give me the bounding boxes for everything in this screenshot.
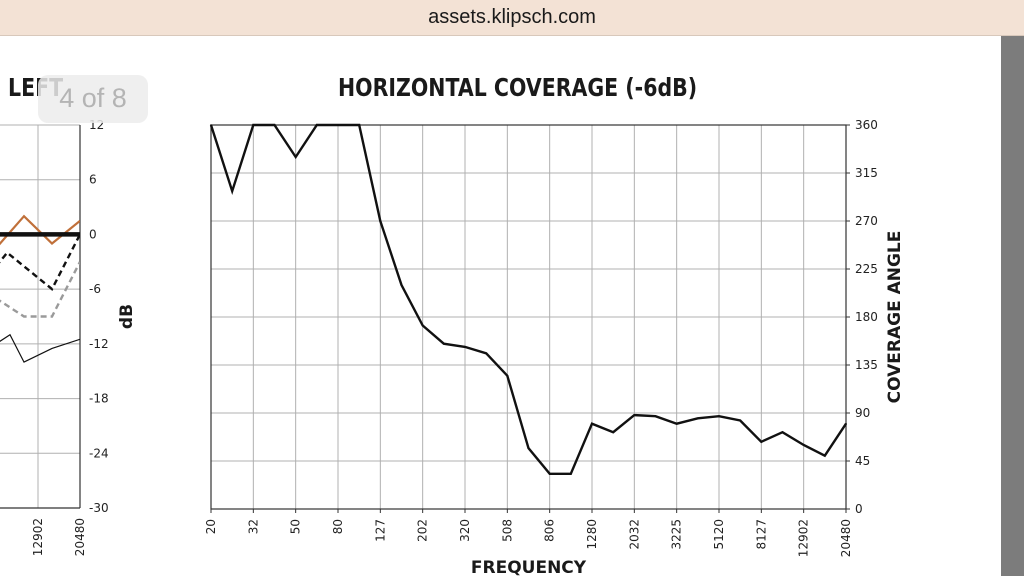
x-axis-title: FREQUENCY [471, 558, 587, 576]
x-tick-label: 12902 [797, 519, 811, 557]
coverage-data-point [760, 441, 763, 443]
coverage-data-point [421, 324, 424, 327]
url-text: assets.klipsch.com [428, 6, 596, 28]
y-axis-title: COVERAGE ANGLE [885, 231, 905, 404]
coverage-data-point [612, 431, 614, 434]
x-tick-label: 1280 [585, 519, 599, 550]
left-series-line-dashed-black [0, 233, 80, 291]
coverage-data-point [781, 431, 784, 434]
coverage-data-point [802, 444, 805, 446]
x-tick-label: 80 [331, 519, 345, 534]
x-tick-label: 202 [416, 519, 430, 542]
coverage-data-point [485, 352, 487, 355]
page-indicator: 4 of 8 [38, 75, 148, 123]
y-tick-label: 180 [855, 310, 878, 324]
left-series-line-dashed-gray [0, 261, 80, 318]
x-tick-label: 2032 [627, 519, 641, 550]
coverage-data-point [231, 190, 233, 192]
coverage-data-point [675, 422, 678, 425]
y-tick-label: 0 [855, 502, 863, 516]
x-tick-label: 32 [246, 519, 260, 534]
x-tick-label: 508 [500, 519, 514, 542]
x-tick-label: 320 [458, 519, 472, 542]
coverage-data-point [337, 124, 339, 126]
coverage-data-point [210, 124, 212, 126]
y-tick-label: 0 [89, 227, 97, 241]
y-tick-label: 270 [855, 214, 878, 228]
coverage-data-point [739, 419, 741, 422]
coverage-data-point [379, 220, 382, 222]
coverage-data-point [570, 473, 572, 475]
coverage-data-point [252, 124, 255, 126]
y-tick-label: 6 [89, 173, 97, 187]
coverage-series-line [209, 123, 848, 475]
x-tick-label: 20480 [839, 519, 853, 557]
y-tick-label: 315 [855, 166, 878, 180]
document-page [0, 36, 1001, 576]
coverage-data-point [824, 454, 826, 457]
y-tick-label: -24 [89, 446, 109, 460]
coverage-data-point [548, 473, 551, 475]
y-tick-label: 360 [855, 118, 878, 132]
x-tick-label: 12902 [31, 518, 45, 556]
coverage-data-point [591, 422, 593, 425]
coverage-data-point [633, 414, 636, 416]
x-tick-label: 20480 [73, 518, 87, 556]
coverage-data-point [358, 124, 360, 126]
y-tick-label: -12 [89, 337, 109, 351]
y-tick-label: -18 [89, 392, 109, 406]
y-tick-label: -6 [89, 282, 101, 296]
x-tick-label: 127 [373, 519, 387, 542]
x-tick-label: 50 [289, 519, 303, 534]
coverage-data-point [506, 374, 509, 377]
coverage-data-point [527, 447, 530, 450]
y-tick-label: 45 [855, 454, 870, 468]
scrollbar[interactable] [1001, 36, 1024, 576]
y-tick-label: 225 [855, 262, 878, 276]
y-axis-title: dB [117, 304, 137, 329]
x-tick-label: 20 [204, 519, 218, 534]
coverage-data-point [294, 156, 297, 158]
coverage-data-point [718, 415, 720, 418]
coverage-data-point [464, 346, 466, 348]
coverage-data-point [316, 124, 318, 126]
y-tick-label: -30 [89, 501, 109, 515]
coverage-data-point [654, 415, 657, 418]
coverage-data-point [697, 417, 699, 420]
coverage-data-point [845, 422, 847, 425]
left-series-group [0, 214, 80, 363]
coverage-data-point [273, 124, 276, 126]
address-bar[interactable]: assets.klipsch.com [0, 0, 1024, 36]
y-tick-label: 135 [855, 358, 878, 372]
coverage-chart-title: HORIZONTAL COVERAGE (-6dB) [338, 73, 698, 102]
x-tick-label: 3225 [670, 519, 684, 550]
x-tick-label: 8127 [754, 519, 768, 550]
y-tick-label: 90 [855, 406, 870, 420]
coverage-data-point [443, 342, 445, 345]
coverage-data-point [400, 284, 403, 286]
left-series-line-thin-black [0, 333, 80, 363]
x-tick-label: 5120 [712, 519, 726, 550]
x-tick-label: 806 [543, 519, 557, 542]
